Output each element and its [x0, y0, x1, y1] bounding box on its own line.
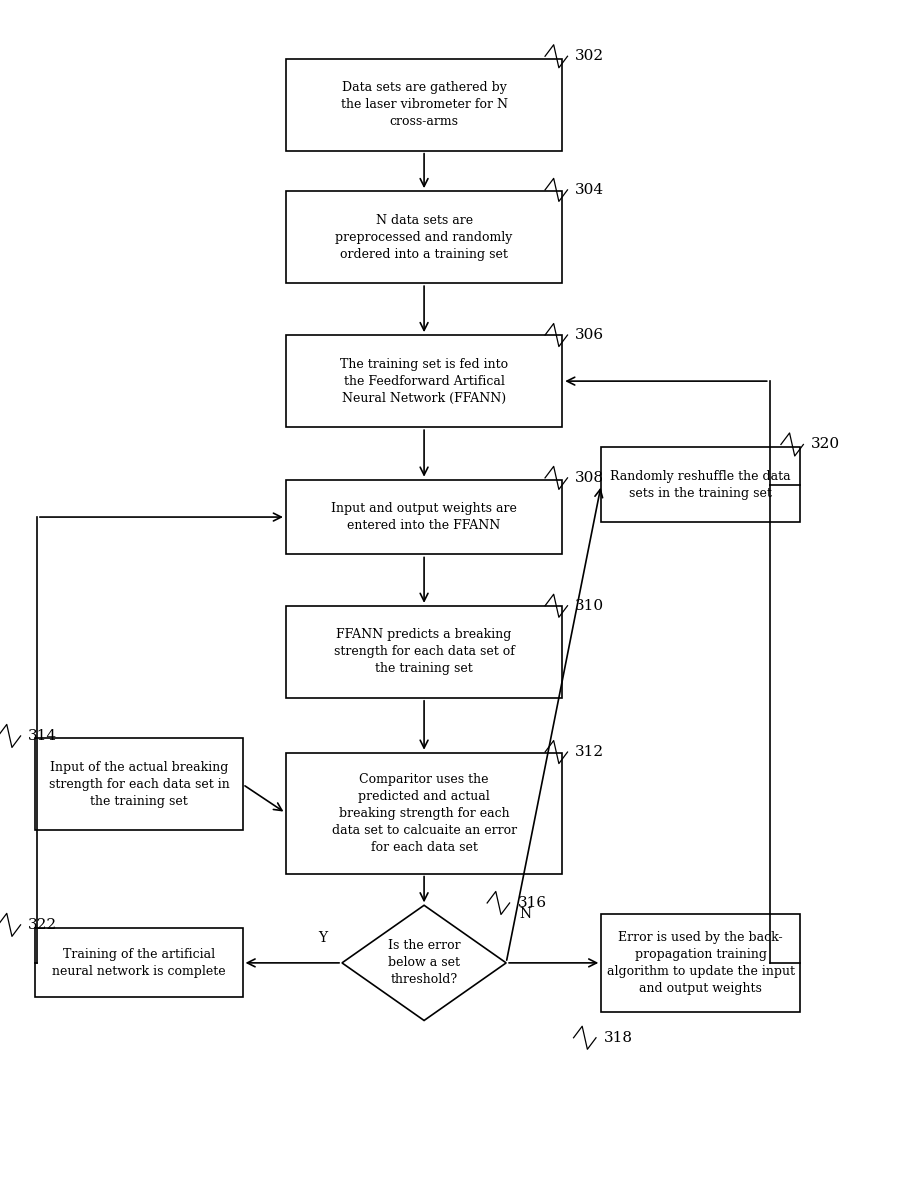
- Text: Data sets are gathered by
the laser vibrometer for N
cross-arms: Data sets are gathered by the laser vibr…: [340, 82, 508, 128]
- Text: 314: 314: [29, 728, 58, 743]
- FancyBboxPatch shape: [286, 480, 562, 554]
- Text: FFANN predicts a breaking
strength for each data set of
the training set: FFANN predicts a breaking strength for e…: [334, 629, 515, 676]
- FancyBboxPatch shape: [35, 738, 243, 830]
- FancyBboxPatch shape: [286, 59, 562, 151]
- Text: Input and output weights are
entered into the FFANN: Input and output weights are entered int…: [331, 502, 517, 532]
- Text: 320: 320: [811, 438, 841, 451]
- Text: The training set is fed into
the Feedforward Artifical
Neural Network (FFANN): The training set is fed into the Feedfor…: [340, 358, 508, 404]
- Text: 304: 304: [575, 182, 605, 197]
- FancyBboxPatch shape: [286, 752, 562, 874]
- Text: 310: 310: [575, 599, 605, 613]
- Text: Training of the artificial
neural network is complete: Training of the artificial neural networ…: [52, 948, 226, 978]
- FancyBboxPatch shape: [286, 335, 562, 427]
- Text: 308: 308: [575, 470, 604, 485]
- Text: 312: 312: [575, 745, 605, 760]
- Text: 306: 306: [575, 328, 605, 342]
- Text: 322: 322: [29, 918, 58, 932]
- Text: 302: 302: [575, 49, 605, 64]
- FancyBboxPatch shape: [601, 914, 800, 1012]
- Text: 318: 318: [604, 1031, 633, 1045]
- Text: Y: Y: [319, 930, 328, 944]
- Text: Is the error
below a set
threshold?: Is the error below a set threshold?: [388, 940, 461, 986]
- Text: N: N: [519, 907, 531, 922]
- Text: 316: 316: [518, 896, 546, 910]
- Text: Error is used by the back-
propagation training
algorithm to update the input
an: Error is used by the back- propagation t…: [607, 931, 795, 995]
- Polygon shape: [342, 905, 506, 1020]
- Text: Input of the actual breaking
strength for each data set in
the training set: Input of the actual breaking strength fo…: [49, 761, 230, 808]
- FancyBboxPatch shape: [286, 606, 562, 698]
- FancyBboxPatch shape: [601, 448, 800, 522]
- Text: Randomly reshuffle the data
sets in the training set: Randomly reshuffle the data sets in the …: [610, 470, 791, 499]
- FancyBboxPatch shape: [286, 191, 562, 283]
- FancyBboxPatch shape: [35, 929, 243, 997]
- Text: Comparitor uses the
predicted and actual
breaking strength for each
data set to : Comparitor uses the predicted and actual…: [331, 773, 517, 853]
- Text: N data sets are
preprocessed and randomly
ordered into a training set: N data sets are preprocessed and randoml…: [336, 214, 513, 260]
